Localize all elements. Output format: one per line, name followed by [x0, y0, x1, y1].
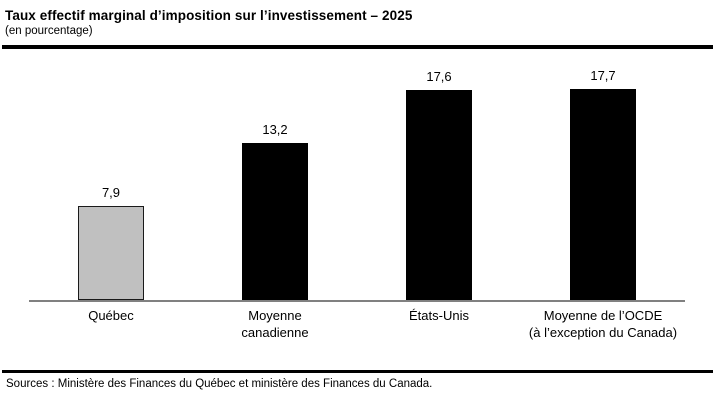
category-label-3: Moyenne de l’OCDE (à l’exception du Cana…: [528, 308, 678, 340]
bar-column-2: 17,6: [357, 50, 521, 300]
bar-column-0: 7,9: [29, 50, 193, 300]
bar-value-label: 13,2: [262, 122, 288, 137]
bar-3: [570, 89, 636, 300]
bar-value-label: 17,7: [590, 68, 616, 83]
plot-area: 7,9 13,2 17,6 17,7: [29, 50, 685, 302]
bar-1: [242, 143, 308, 300]
bar-column-1: 13,2: [193, 50, 357, 300]
chart-subtitle: (en pourcentage): [5, 25, 93, 37]
bar-0: [78, 206, 144, 300]
footer-rule: [2, 370, 713, 373]
chart-title: Taux effectif marginal d’imposition sur …: [5, 8, 413, 23]
bar-value-label: 7,9: [101, 185, 121, 200]
bar-value-label: 17,6: [426, 69, 452, 84]
category-label-0: Québec: [88, 308, 134, 323]
category-label-2: États-Unis: [409, 308, 469, 323]
bar-2: [406, 90, 472, 300]
header-rule: [2, 45, 713, 49]
category-labels: Québec Moyenne canadienne États-Unis Moyenn…: [29, 307, 685, 341]
category-label-1: Moyenne canadienne: [241, 308, 309, 340]
sources-note: Sources : Ministère des Finances du Québ…: [6, 378, 433, 390]
bar-column-3: 17,7: [521, 50, 685, 300]
